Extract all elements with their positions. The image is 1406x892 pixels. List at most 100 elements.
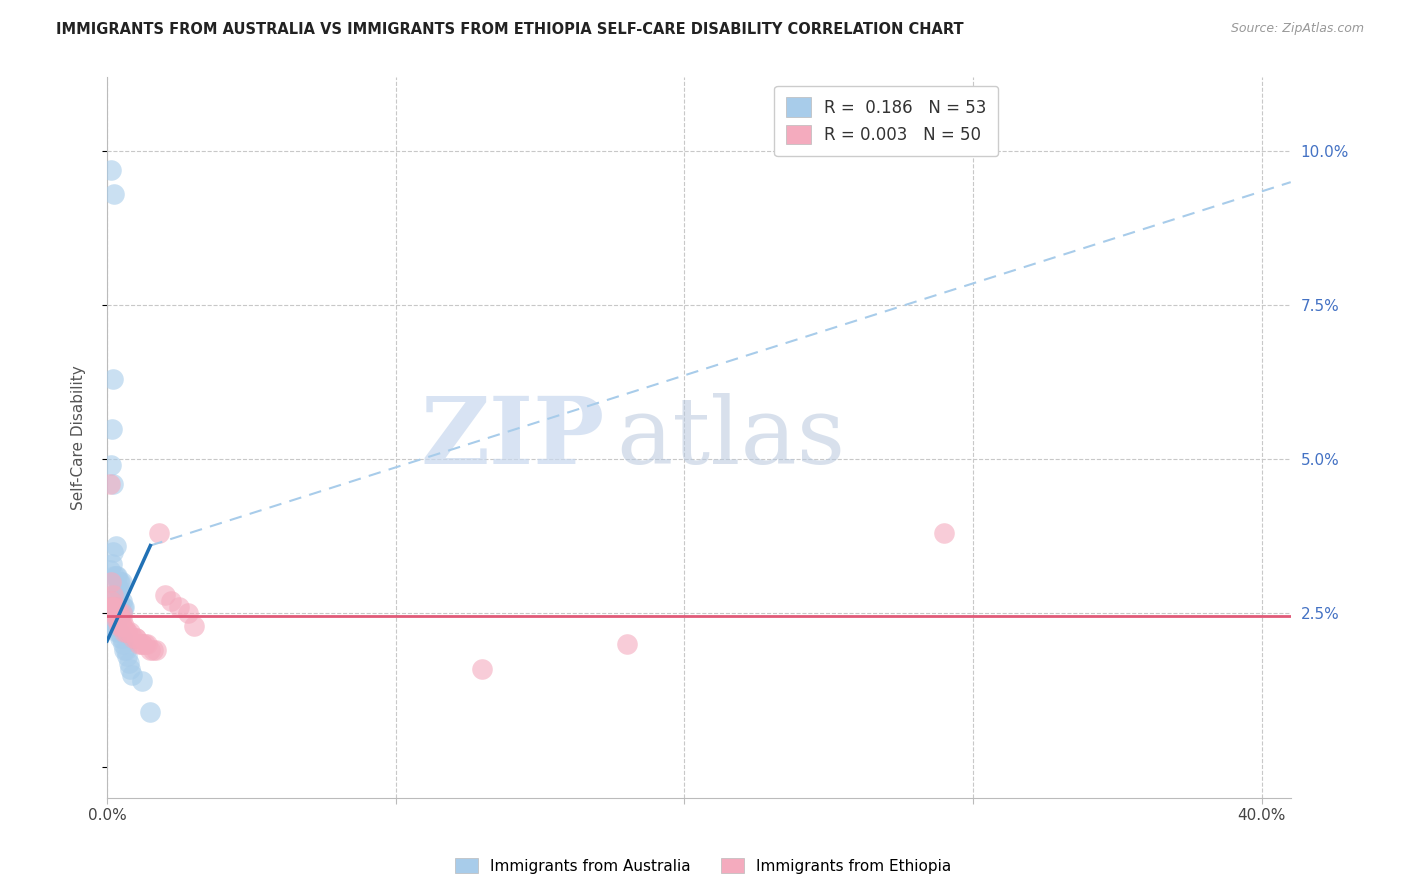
Point	[101, 372, 124, 386]
Point	[104, 569, 127, 583]
Point	[117, 624, 139, 639]
Point	[108, 612, 131, 626]
Point	[139, 705, 162, 719]
Point	[110, 607, 132, 621]
Point	[136, 637, 159, 651]
Point	[471, 662, 494, 676]
Point	[98, 477, 121, 491]
Point	[107, 624, 129, 639]
Point	[108, 607, 131, 621]
Point	[107, 618, 129, 632]
Point	[115, 643, 138, 657]
Point	[101, 607, 124, 621]
Point	[107, 612, 129, 626]
Point	[108, 575, 131, 590]
Point	[110, 631, 132, 645]
Point	[103, 618, 125, 632]
Point	[104, 607, 127, 621]
Point	[131, 637, 153, 651]
Point	[153, 588, 176, 602]
Point	[100, 594, 122, 608]
Point	[104, 612, 127, 626]
Point	[104, 575, 127, 590]
Point	[104, 588, 127, 602]
Point	[104, 607, 127, 621]
Point	[100, 612, 122, 626]
Point	[121, 668, 143, 682]
Point	[148, 526, 170, 541]
Point	[100, 458, 122, 473]
Point	[110, 607, 132, 621]
Point	[104, 618, 127, 632]
Point	[934, 526, 956, 541]
Point	[107, 575, 129, 590]
Point	[104, 607, 127, 621]
Point	[125, 631, 148, 645]
Point	[108, 600, 131, 615]
Text: atlas: atlas	[616, 392, 845, 483]
Point	[110, 594, 132, 608]
Point	[101, 557, 124, 571]
Point	[117, 624, 139, 639]
Y-axis label: Self-Care Disability: Self-Care Disability	[72, 366, 86, 510]
Point	[105, 624, 128, 639]
Point	[98, 600, 121, 615]
Point	[110, 618, 132, 632]
Point	[107, 607, 129, 621]
Point	[103, 187, 125, 202]
Point	[105, 569, 128, 583]
Point	[103, 569, 125, 583]
Point	[145, 643, 167, 657]
Point	[142, 643, 165, 657]
Point	[108, 631, 131, 645]
Point	[104, 607, 127, 621]
Point	[183, 618, 205, 632]
Point	[111, 637, 134, 651]
Point	[134, 637, 156, 651]
Point	[159, 594, 181, 608]
Point	[125, 631, 148, 645]
Point	[107, 607, 129, 621]
Point	[117, 649, 139, 664]
Point	[104, 600, 127, 615]
Point	[103, 607, 125, 621]
Point	[101, 477, 124, 491]
Point	[139, 643, 162, 657]
Point	[100, 618, 122, 632]
Point	[98, 563, 121, 577]
Point	[167, 600, 190, 615]
Point	[107, 582, 129, 596]
Point	[120, 624, 142, 639]
Text: IMMIGRANTS FROM AUSTRALIA VS IMMIGRANTS FROM ETHIOPIA SELF-CARE DISABILITY CORRE: IMMIGRANTS FROM AUSTRALIA VS IMMIGRANTS …	[56, 22, 965, 37]
Point	[103, 600, 125, 615]
Point	[101, 588, 124, 602]
Point	[101, 600, 124, 615]
Point	[110, 618, 132, 632]
Point	[103, 544, 125, 558]
Point	[104, 539, 127, 553]
Point	[122, 631, 145, 645]
Text: ZIP: ZIP	[420, 392, 605, 483]
Point	[105, 588, 128, 602]
Point	[100, 612, 122, 626]
Point	[100, 162, 122, 177]
Point	[103, 607, 125, 621]
Point	[112, 624, 135, 639]
Point	[107, 607, 129, 621]
Point	[100, 575, 122, 590]
Point	[98, 612, 121, 626]
Point	[110, 612, 132, 626]
Point	[616, 637, 638, 651]
Point	[107, 582, 129, 596]
Point	[107, 594, 129, 608]
Point	[112, 643, 135, 657]
Point	[110, 575, 132, 590]
Point	[120, 662, 142, 676]
Point	[131, 673, 153, 688]
Point	[101, 618, 124, 632]
Point	[118, 656, 141, 670]
Point	[101, 607, 124, 621]
Point	[101, 600, 124, 615]
Point	[177, 607, 200, 621]
Point	[131, 637, 153, 651]
